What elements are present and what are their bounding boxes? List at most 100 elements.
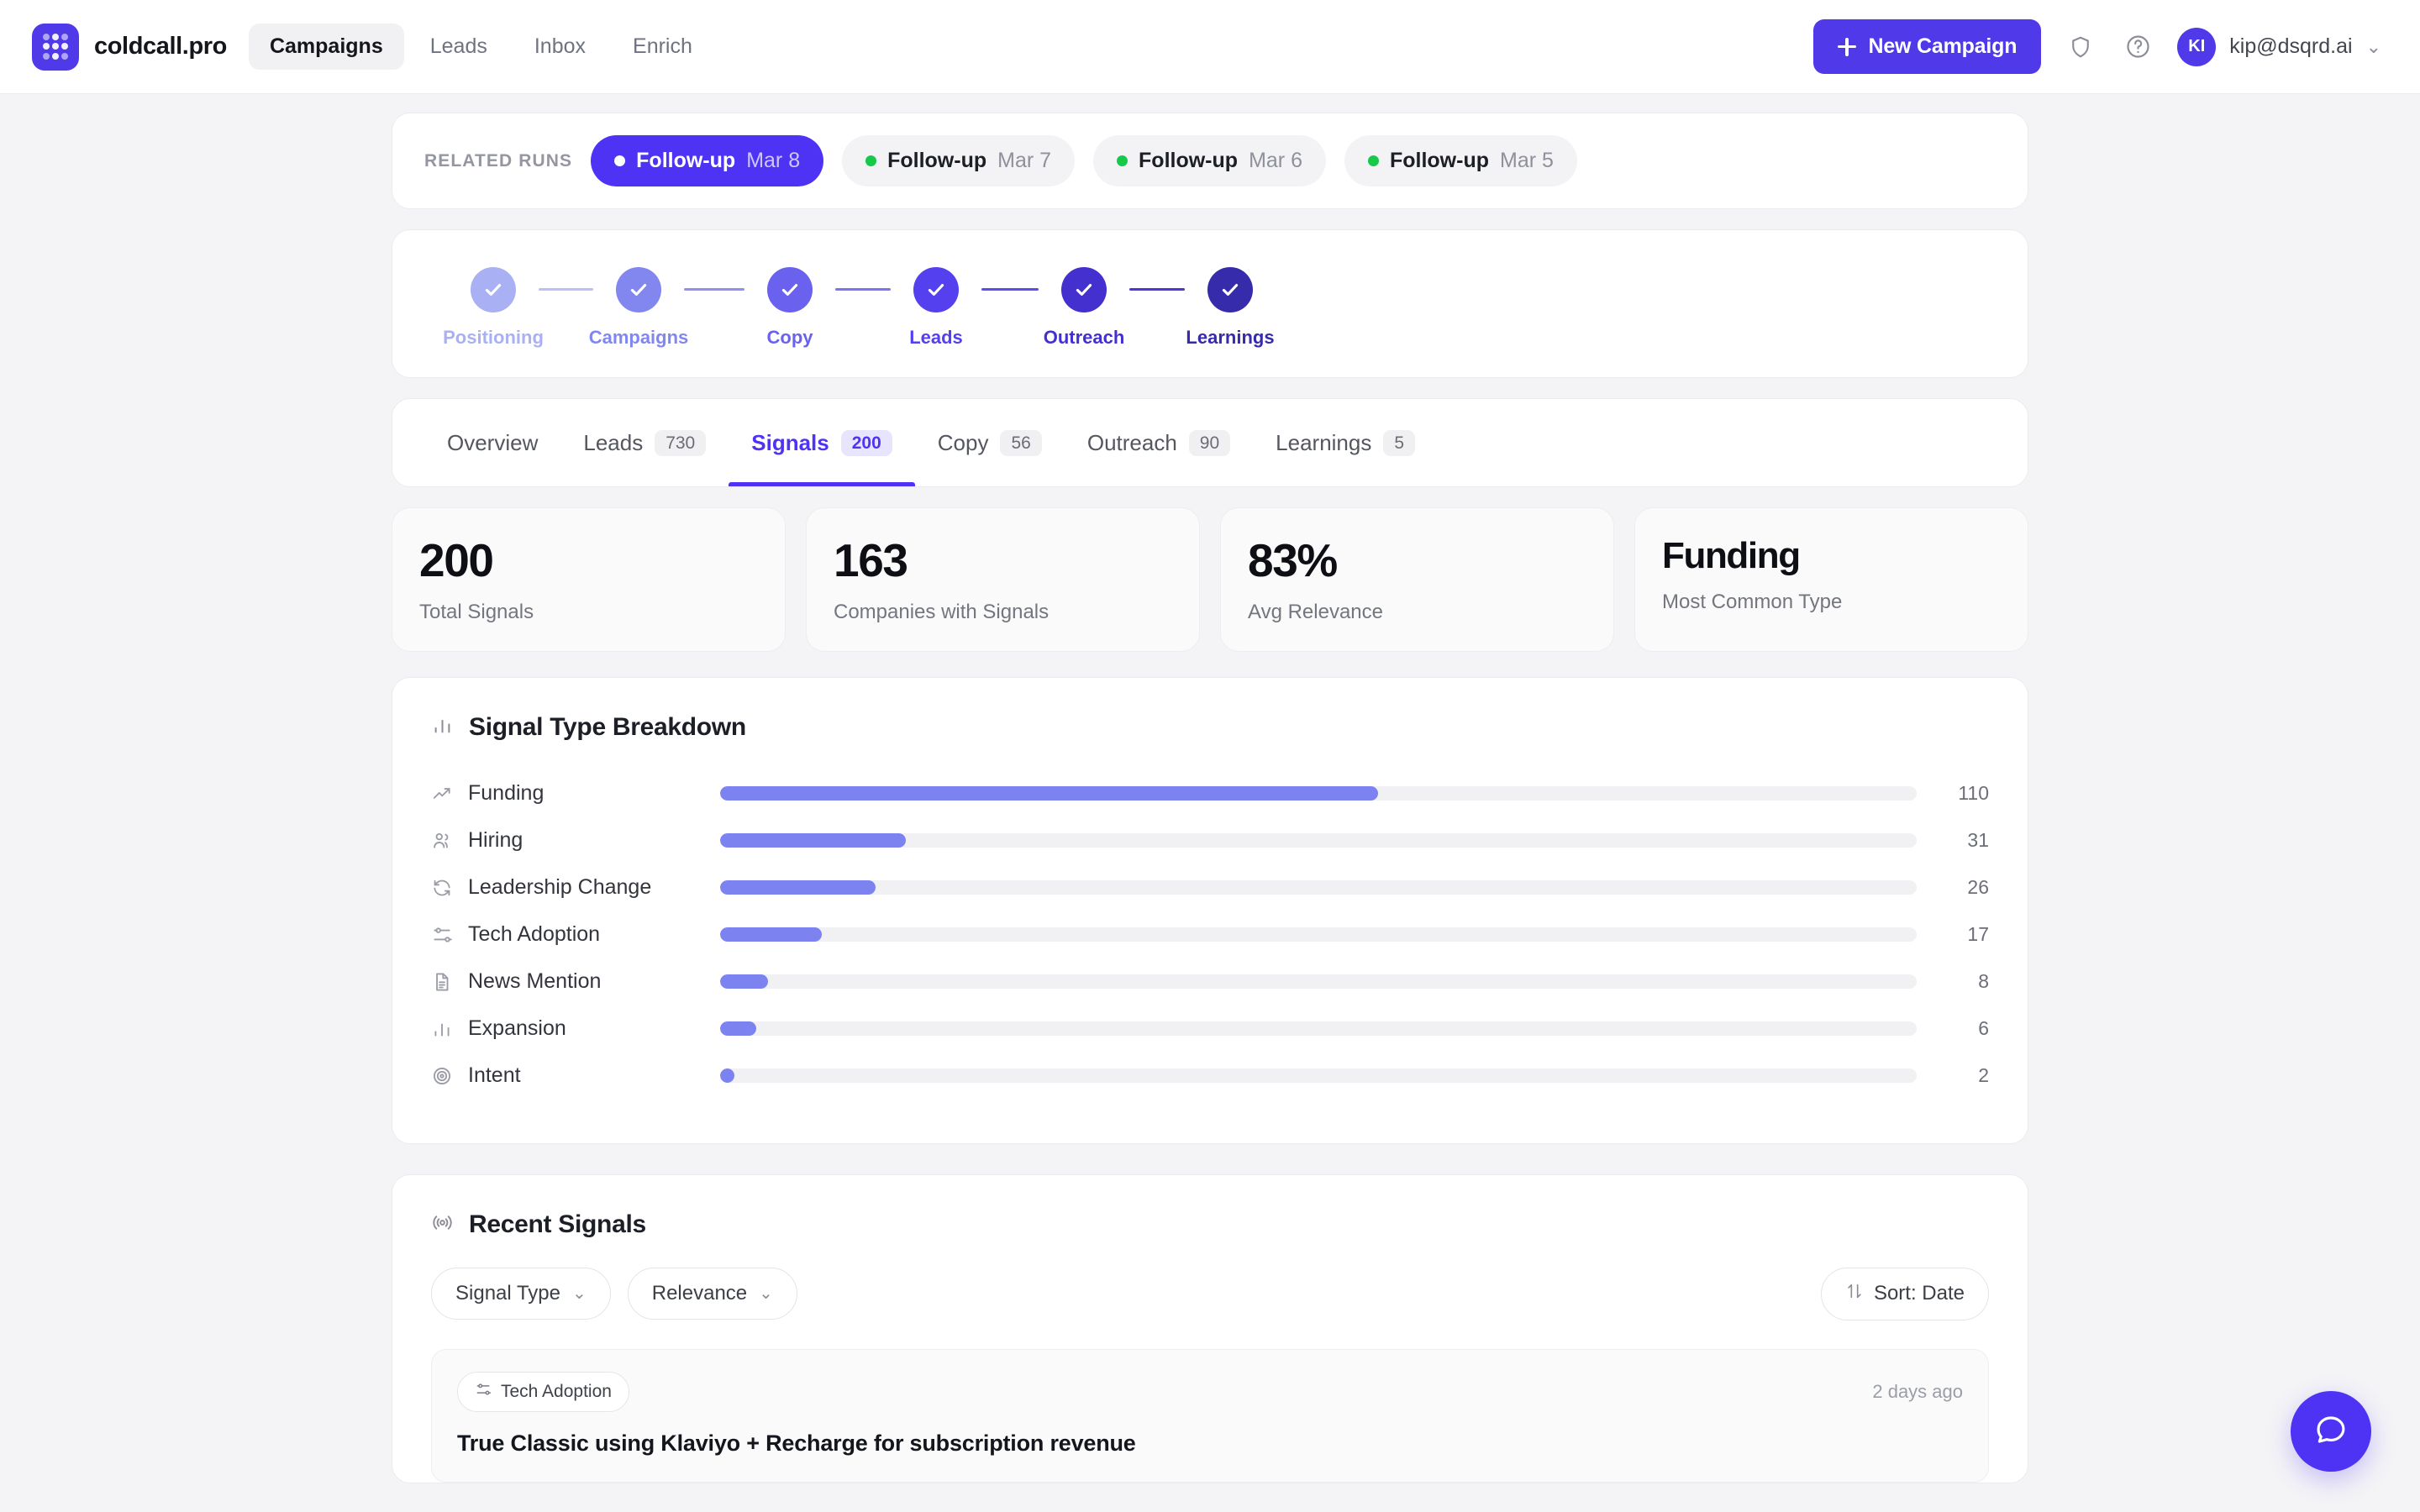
- breakdown-bar-track: [720, 1068, 1917, 1084]
- related-run-chip[interactable]: Follow-up Mar 7: [842, 135, 1076, 186]
- brand[interactable]: coldcall.pro: [32, 23, 227, 71]
- signal-title: True Classic using Klaviyo + Recharge fo…: [457, 1430, 1136, 1456]
- stat-value: 163: [834, 534, 908, 586]
- run-name: Follow-up: [1139, 149, 1239, 172]
- stepper-connector: [835, 288, 891, 291]
- breakdown-label: Tech Adoption: [468, 922, 601, 947]
- help-circle-icon[interactable]: [2120, 29, 2155, 65]
- breakdown-label: Funding: [468, 781, 544, 806]
- stat-value: Funding: [1662, 535, 1801, 576]
- related-run-chip[interactable]: Follow-up Mar 5: [1344, 135, 1577, 186]
- tab-signals[interactable]: Signals 200: [729, 399, 915, 486]
- step-label: Copy: [766, 327, 813, 348]
- stepper-step-copy[interactable]: Copy: [744, 267, 835, 349]
- check-icon: [1222, 284, 1239, 296]
- signal-list-item[interactable]: Tech Adoption 2 days ago True Classic us…: [431, 1348, 1989, 1483]
- sort-button[interactable]: Sort: Date: [1820, 1267, 1989, 1320]
- related-run-chip[interactable]: Follow-up Mar 6: [1093, 135, 1326, 186]
- breakdown-value: 6: [1978, 1017, 1989, 1040]
- tab-outreach[interactable]: Outreach 90: [1065, 399, 1253, 486]
- breakdown-value: 26: [1967, 876, 1989, 899]
- stat-label: Companies with Signals: [834, 600, 1050, 623]
- run-date: Mar 8: [746, 149, 801, 172]
- stat-label: Avg Relevance: [1248, 600, 1383, 623]
- step-label: Learnings: [1186, 327, 1275, 348]
- recent-filters: Signal Type ⌄ Relevance ⌄ Sort: Dat: [431, 1267, 1989, 1320]
- stepper-step-leads[interactable]: Leads: [891, 267, 981, 349]
- tab-learnings[interactable]: Learnings 5: [1253, 399, 1438, 486]
- breakdown-row: Leadership Change 26: [431, 864, 1989, 911]
- breakdown-bar-track: [720, 880, 1917, 895]
- step-label: Outreach: [1043, 327, 1125, 348]
- tab-badge: 5: [1383, 429, 1416, 456]
- user-menu[interactable]: KI kip@dsqrd.ai ⌄: [2177, 27, 2381, 66]
- stepper-step-positioning[interactable]: Positioning: [443, 267, 544, 349]
- chat-fab-button[interactable]: [2291, 1391, 2371, 1472]
- brand-name: coldcall.pro: [94, 33, 227, 60]
- breakdown-bar-track: [720, 927, 1917, 942]
- check-icon: [1076, 284, 1092, 296]
- step-check-circle: [616, 267, 661, 312]
- nav-item-campaigns[interactable]: Campaigns: [248, 24, 404, 70]
- breakdown-row: Hiring 31: [431, 817, 1989, 864]
- tab-label: Signals: [751, 429, 829, 455]
- new-campaign-button[interactable]: New Campaign: [1813, 19, 2042, 74]
- stepper-step-learnings[interactable]: Learnings: [1185, 267, 1276, 349]
- workflow-stepper: Positioning Campaigns Copy Leads Outreach Lea…: [392, 229, 2028, 378]
- signal-type-label: Tech Adoption: [501, 1381, 612, 1401]
- tab-badge: 56: [1000, 429, 1042, 456]
- plus-icon: [1838, 37, 1857, 56]
- breakdown-bar-fill: [720, 974, 768, 990]
- nav-item-enrich[interactable]: Enrich: [633, 34, 692, 58]
- document-icon: [431, 971, 468, 993]
- nav-item-inbox[interactable]: Inbox: [534, 34, 587, 58]
- stepper-track: Positioning Campaigns Copy Leads Outreach Lea…: [424, 267, 1996, 349]
- avatar: KI: [2177, 27, 2217, 66]
- stat-value: 83%: [1248, 534, 1338, 586]
- breakdown-value: 2: [1978, 1064, 1989, 1087]
- stepper-step-campaigns[interactable]: Campaigns: [589, 267, 688, 349]
- breakdown-value: 31: [1967, 829, 1989, 852]
- chevron-down-icon: ⌄: [759, 1284, 773, 1304]
- page-content: RELATED RUNS Follow-up Mar 8 Follow-up M…: [0, 94, 2420, 1483]
- breakdown-row: Funding 110: [431, 770, 1989, 817]
- filter-signal-type[interactable]: Signal Type ⌄: [431, 1268, 611, 1320]
- sliders-icon: [475, 1381, 492, 1403]
- tab-badge: 90: [1188, 429, 1231, 456]
- breakdown-title: Signal Type Breakdown: [469, 712, 746, 741]
- breakdown-bar-fill: [720, 927, 823, 942]
- filter-relevance[interactable]: Relevance ⌄: [627, 1268, 797, 1320]
- breakdown-label: News Mention: [468, 969, 602, 994]
- chevron-down-icon: ⌄: [571, 1284, 587, 1304]
- breakdown-value: 17: [1967, 923, 1989, 946]
- tab-leads[interactable]: Leads 730: [560, 399, 729, 486]
- breakdown-label: Leadership Change: [468, 875, 652, 900]
- stat-label: Total Signals: [419, 600, 534, 623]
- check-icon: [781, 284, 798, 296]
- tab-overview[interactable]: Overview: [424, 399, 560, 486]
- signal-type-badge: Tech Adoption: [457, 1371, 629, 1412]
- breakdown-bar-fill: [720, 880, 876, 895]
- check-icon: [928, 284, 944, 296]
- grid-dots-icon: [32, 23, 79, 71]
- new-campaign-label: New Campaign: [1868, 34, 2018, 58]
- signal-timestamp: 2 days ago: [1872, 1380, 1963, 1402]
- breakdown-label: Intent: [468, 1063, 521, 1088]
- related-run-chip[interactable]: Follow-up Mar 8: [591, 135, 824, 186]
- breakdown-row: News Mention 8: [431, 958, 1989, 1005]
- section-tabs: Overview Leads 730 Signals 200 Copy 56 Outreach…: [392, 398, 2028, 487]
- header-actions: New Campaign KI kip@dsqrd.ai ⌄: [1813, 19, 2381, 74]
- tab-copy[interactable]: Copy 56: [915, 399, 1065, 486]
- shield-icon[interactable]: [2063, 29, 2098, 65]
- stat-card-avg-relevance: 83% Avg Relevance: [1220, 507, 1614, 652]
- breakdown-header: Signal Type Breakdown: [431, 713, 1989, 742]
- stat-label: Most Common Type: [1662, 591, 1843, 614]
- sort-label: Sort: Date: [1873, 1282, 1965, 1305]
- stepper-step-outreach[interactable]: Outreach: [1039, 267, 1129, 349]
- broadcast-icon: [431, 1211, 454, 1238]
- status-dot-icon: [1367, 155, 1379, 166]
- breakdown-row: Expansion 6: [431, 1005, 1989, 1053]
- nav-item-leads[interactable]: Leads: [429, 34, 487, 58]
- run-date: Mar 5: [1500, 149, 1554, 172]
